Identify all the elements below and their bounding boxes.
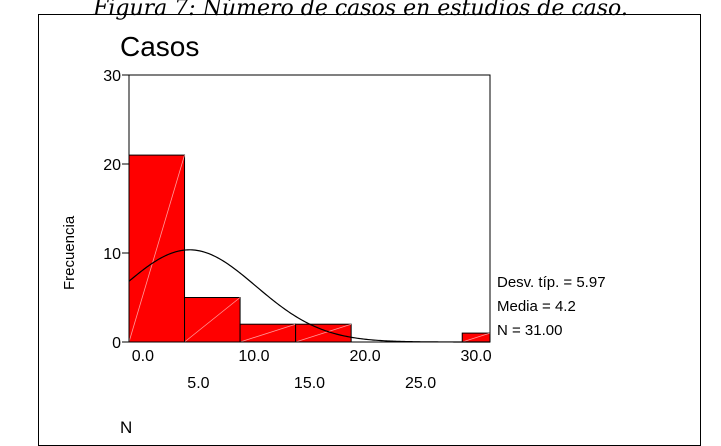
stats-box: Desv. típ. = 5.97 Media = 4.2 N = 31.00 (497, 274, 606, 339)
plot-area (128, 74, 491, 343)
x-tick-label: 10.0 (238, 348, 269, 365)
bars-group (128, 154, 491, 343)
bar-fill-line (462, 332, 491, 343)
x-tick-label: 0.0 (132, 348, 154, 365)
y-tick-label: 30 (103, 68, 121, 85)
stats-line: Desv. típ. = 5.97 (497, 274, 606, 291)
x-tick-label: 15.0 (294, 375, 325, 392)
x-axis-ticks: 0.0 5.0 10.0 15.0 20.0 25.0 30.0 (132, 348, 492, 392)
y-tick-label: 20 (103, 157, 121, 174)
bar-fill-line (128, 154, 185, 343)
x-axis-label: N (120, 418, 132, 437)
y-axis-ticks: 0 10 20 30 (103, 68, 129, 352)
x-tick-label: 20.0 (349, 348, 380, 365)
bar-fill-line (184, 297, 241, 343)
figure-caption: Figura 7: Número de casos en estudios de… (93, 0, 628, 21)
stats-line: Media = 4.2 (497, 298, 576, 315)
x-tick-label: 30.0 (461, 348, 492, 365)
stats-line: N = 31.00 (497, 322, 562, 339)
chart-title: Casos (120, 31, 199, 62)
y-tick-label: 10 (103, 246, 121, 263)
x-tick-label: 5.0 (187, 375, 209, 392)
bar-fill-line (295, 323, 352, 343)
y-axis-label: Frecuencia (61, 215, 78, 290)
y-tick-label: 0 (112, 335, 121, 352)
x-tick-label: 25.0 (405, 375, 436, 392)
bar-fill-line (239, 323, 296, 343)
